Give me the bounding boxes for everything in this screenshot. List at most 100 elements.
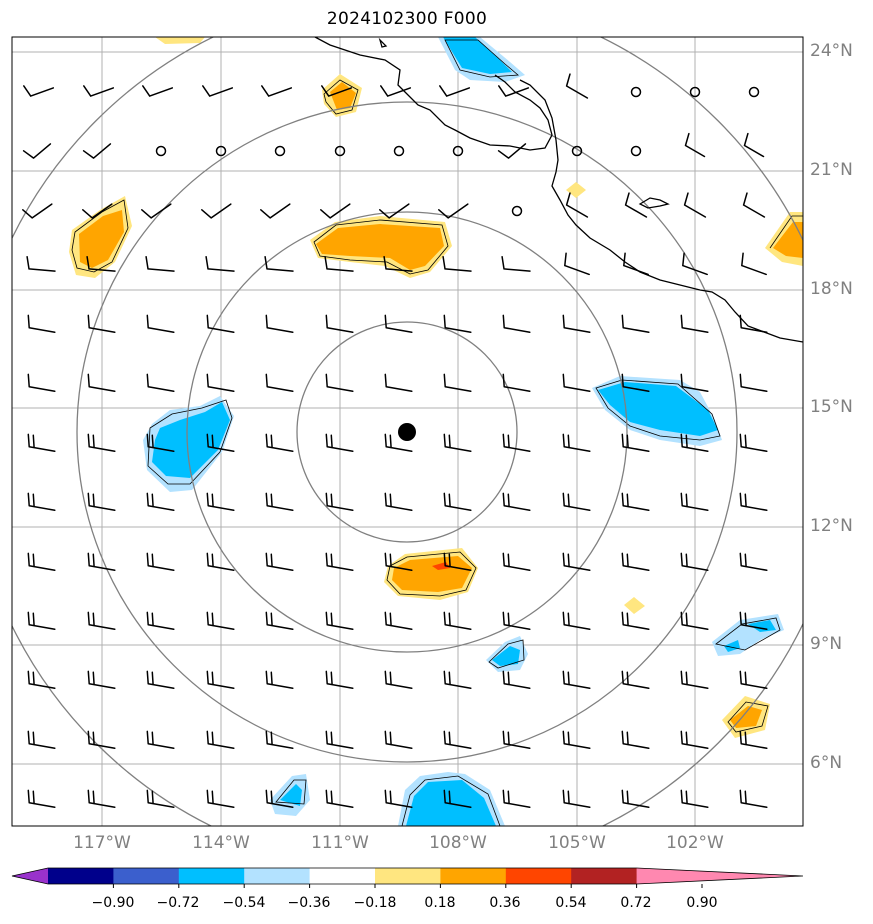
wind-barb [261,85,293,97]
wind-barb [26,255,56,272]
contour-lines [71,39,803,826]
wind-barb [380,85,412,97]
lon-label-117w: 117°W [73,833,131,853]
wind-barb [264,255,294,272]
wind-barb [265,433,294,453]
wind-barb [146,433,175,453]
colorbar-extend-low [12,868,48,884]
wind-barb [87,670,116,690]
colorbar-tick-label: 0.72 [620,895,652,911]
wind-barb [502,611,531,631]
wind-barb [201,203,232,219]
contour-shading [69,37,803,826]
colorbar-segment [309,868,376,884]
wind-barb [621,314,650,334]
wind-barb [325,670,354,690]
calm-wind-circle [748,86,760,98]
wind-barb [325,314,354,334]
wind-barb [562,433,591,453]
wind-barb [384,730,413,750]
wind-barb [739,373,768,393]
colorbar-segment [113,868,180,884]
wind-barb [680,789,709,809]
wind-barb [82,203,113,219]
wind-barb [443,492,472,512]
wind-barb [87,314,116,334]
wind-barb [680,492,709,512]
wind-barb [383,255,413,272]
wind-barb [680,314,709,334]
wind-barb [502,670,531,690]
wind-barb [206,373,235,393]
wind-barb [621,433,650,453]
wind-barb [682,252,708,276]
lat-label-18n: 18°N [810,279,853,299]
lon-label-105w: 105°W [548,833,606,853]
colorbar-segment [244,868,311,884]
wind-barb [146,552,175,572]
lon-label-102w: 102°W [666,833,724,853]
wind-barb [265,314,294,334]
wind-barb [27,552,56,572]
wind-barb [562,314,591,334]
wind-barb [384,433,413,453]
wind-barb [87,611,116,631]
wind-barb [439,85,471,97]
wind-barb [145,255,175,272]
colorbar-outline [11,867,804,885]
wind-barb [562,552,591,572]
lon-label-114w: 114°W [192,833,250,853]
wind-barb [443,789,472,809]
wind-barb [739,611,768,631]
wind-barb [325,433,354,453]
colorbar-tick-label: 0.90 [686,895,718,911]
calm-wind-circle [511,205,523,217]
wind-barb [22,143,52,159]
wind-barb [739,314,768,334]
calm-wind-circle [274,145,286,157]
wind-barb [443,314,472,334]
wind-barb [621,373,650,393]
wind-barb [379,203,410,219]
wind-barb [265,552,294,572]
wind-barb [621,552,650,572]
wind-barb [206,314,235,334]
wind-barb [146,789,175,809]
wind-barb [146,730,175,750]
wind-barb [384,492,413,512]
wind-barb [562,789,591,809]
wind-barb [680,611,709,631]
wind-barb [683,192,707,218]
wind-barb [141,203,172,219]
colorbar-tick-label: 0.18 [424,895,456,911]
wind-barb [502,730,531,750]
wind-barb [321,85,353,97]
wind-barb [443,373,472,393]
wind-barb [205,255,235,272]
wind-barb [438,203,469,219]
lon-label-108w: 108°W [429,833,487,853]
colorbar-tick-label: 0.54 [555,895,587,911]
wind-barb [87,730,116,750]
wind-barb [27,789,56,809]
wind-barb [22,203,53,219]
calm-wind-circle [452,145,464,157]
wind-barb [384,611,413,631]
calm-wind-circle [630,86,642,98]
calm-wind-circle [215,145,227,157]
wind-barb [502,314,531,334]
wind-barb [621,789,650,809]
wind-barb [83,85,115,97]
wind-barb [502,433,531,453]
wind-barb [87,433,116,453]
wind-barb [562,730,591,750]
wind-barb [443,670,472,690]
lon-label-111w: 111°W [311,833,369,853]
wind-barb [206,552,235,572]
wind-barb [680,373,709,393]
wind-barb [442,255,472,272]
colorbar-segment [178,868,245,884]
wind-barb [564,252,590,276]
wind-barb [142,85,174,97]
